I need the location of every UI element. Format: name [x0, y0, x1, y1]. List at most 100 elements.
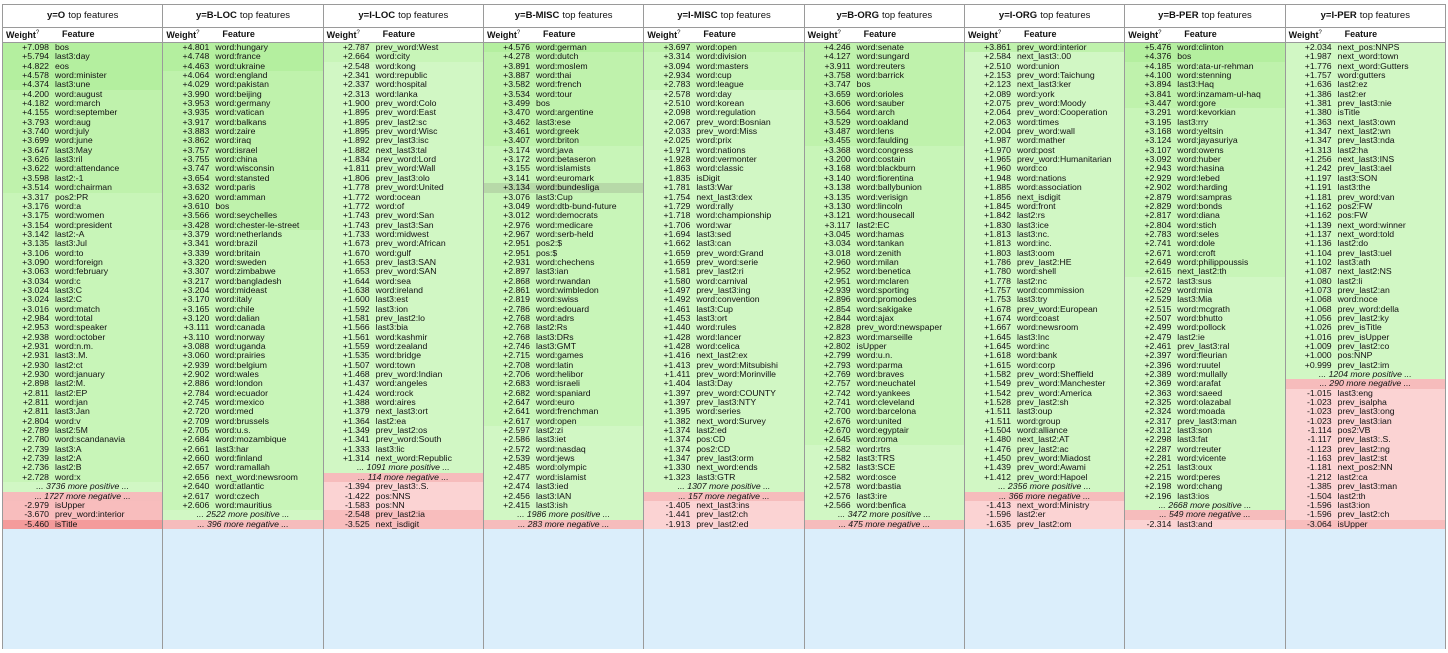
feature-row: +1.476 prev_last2:ac — [964, 444, 1125, 455]
column-title: y=I-ORG top features — [964, 4, 1125, 28]
feature-name: next_last2:ex — [696, 351, 748, 361]
weight-value: +1.016 — [1304, 331, 1332, 342]
weight-header-label: Weight — [326, 30, 357, 41]
weight-value: +1.450 — [984, 453, 1011, 464]
feature-row: +2.615 next_last2:th — [1125, 266, 1285, 277]
weight-value: +3.368 — [823, 144, 851, 155]
feature-row: +2.298 last3:fat — [1125, 435, 1285, 445]
weight-value: +1.636 — [1304, 79, 1332, 90]
feature-row: +2.075 prev_word:Moody — [964, 98, 1125, 109]
weight-value: -5.460 — [24, 518, 49, 529]
help-icon[interactable]: ? — [1318, 30, 1322, 37]
feature-row: +2.828 prev_word:newspaper — [804, 322, 964, 333]
class-column: y=I-PER top features Weight? Feature +2.034 n… — [1284, 4, 1446, 649]
feature-name: word:mcgrath — [1177, 304, 1230, 314]
help-icon[interactable]: ? — [356, 30, 360, 37]
help-icon[interactable]: ? — [196, 30, 200, 37]
feature-name: word:open — [696, 43, 737, 52]
weight-value: +2.951 — [503, 238, 530, 249]
feature-name: word:times — [1016, 117, 1059, 127]
feature-row: +1.068 prev_word:della — [1285, 304, 1445, 314]
feature-row: +1.928 word:vermonter — [644, 154, 804, 165]
help-icon[interactable]: ? — [837, 30, 841, 37]
feature-row: +1.073 prev_last2:an — [1285, 285, 1445, 296]
weight-value: +2.952 — [823, 266, 851, 277]
feature-name: word:chang — [1177, 482, 1223, 492]
weight-value: +4.748 — [182, 51, 210, 62]
feature-row: +2.671 word:croft — [1125, 248, 1285, 258]
feature-name: prev_last2:ri — [696, 267, 744, 277]
weight-value: +1.895 — [342, 116, 370, 127]
feature-row: +1.743 prev_last3:San — [323, 220, 483, 230]
feature-name: pos2:FW — [1337, 201, 1373, 211]
feature-row: +1.778 prev_word:United — [323, 182, 483, 193]
feature-name: word:mather — [1016, 136, 1066, 146]
feature-row: +3.135 last3:Jul — [3, 238, 163, 249]
column-class-label: y=I-LOC — [358, 10, 396, 22]
weight-value: +2.461 — [1144, 341, 1172, 351]
column-fill — [964, 528, 1125, 649]
feature-name: word:president — [55, 220, 112, 230]
feature-name: isTitle — [55, 519, 78, 529]
feature-row: +3.514 word:chairman — [3, 182, 163, 193]
weight-value: +1.772 — [342, 191, 370, 202]
feature-row: +2.317 prev_last3:man — [1125, 416, 1285, 427]
weight-value: +5.794 — [22, 51, 49, 62]
weight-value: +1.428 — [663, 331, 691, 342]
weight-value: +4.185 — [1144, 60, 1172, 71]
feature-name: bos — [535, 99, 550, 109]
weight-value: +1.330 — [663, 462, 691, 473]
weight-value: +2.474 — [503, 481, 530, 492]
feature-name: word:angeles — [375, 379, 428, 389]
feature-name: last3:Cup — [696, 304, 734, 314]
feature-name: word:lens — [856, 127, 894, 137]
weight-value: +1.895 — [342, 126, 370, 137]
feature-name: word:dalian — [215, 313, 260, 323]
more-positive: ... 1091 more positive ... — [323, 463, 483, 473]
column-header: Weight? Feature — [483, 28, 644, 43]
feature-name: word:frenchman — [535, 407, 599, 417]
feature-row: +2.720 word:med — [163, 407, 323, 417]
feature-name: word:september — [55, 108, 118, 118]
weight-value: +3.024 — [22, 284, 49, 295]
feature-row: +2.341 word:republic — [323, 70, 483, 81]
weight-value: +2.576 — [823, 490, 851, 501]
feature-name: last3:ian — [535, 267, 569, 277]
weight-value: +1.885 — [984, 182, 1011, 193]
weight-value: +2.728 — [22, 471, 49, 482]
feature-row: +2.477 word:islamist — [483, 472, 644, 483]
feature-row: +1.582 prev_word:Sheffield — [964, 369, 1125, 380]
feature-row: +2.251 last3:oux — [1125, 463, 1285, 473]
feature-name: prev_last3:San — [375, 220, 434, 230]
feature-name: word:roma — [856, 435, 898, 445]
feature-name: next_word:told — [1337, 229, 1395, 239]
weight-value: +1.900 — [342, 98, 370, 109]
feature-row: +4.463 word:ukraine — [163, 61, 323, 72]
feature-row: +1.380 isTitle — [1285, 108, 1445, 118]
weight-value: +2.067 — [663, 116, 691, 127]
feature-row: +3.911 word:reuters — [804, 61, 964, 72]
feature-name: word:olazabal — [1177, 398, 1231, 408]
feature-name: word:march — [55, 99, 101, 109]
weight-value: +1.374 — [663, 425, 691, 436]
weight-value: +2.572 — [1144, 275, 1172, 286]
column-title: y=I-PER top features — [1285, 4, 1445, 28]
feature-name: last2:th — [1337, 491, 1366, 501]
weight-value: +2.098 — [663, 107, 691, 118]
help-icon[interactable]: ? — [677, 30, 681, 37]
feature-name: eos — [55, 61, 70, 71]
help-icon[interactable]: ? — [1158, 30, 1162, 37]
feature-row: +1.480 next_last2:AT — [964, 435, 1125, 445]
column-title: y=O top features — [3, 4, 163, 28]
feature-row: +1.428 word:lancer — [644, 331, 804, 342]
weight-value: +3.088 — [182, 341, 210, 351]
help-icon[interactable]: ? — [35, 30, 40, 37]
weight-value: +3.034 — [823, 238, 851, 249]
help-icon[interactable]: ? — [516, 30, 521, 37]
help-icon[interactable]: ? — [997, 30, 1002, 37]
feature-name: word:c — [55, 276, 81, 286]
weight-value: +1.404 — [663, 378, 691, 389]
weight-value: +2.597 — [503, 425, 530, 436]
feature-row: +3.740 word:july — [3, 126, 163, 137]
feature-name: word:convention — [696, 295, 760, 305]
